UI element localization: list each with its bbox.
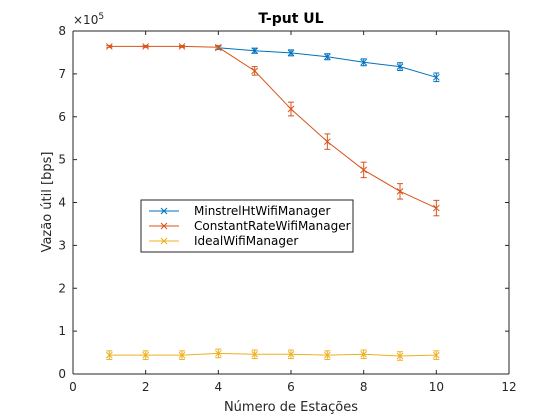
y-tick-label: 7 xyxy=(58,67,66,81)
y-exponent-power: 5 xyxy=(98,12,104,22)
data-point xyxy=(251,47,259,55)
data-point xyxy=(251,350,259,358)
x-tick-label: 12 xyxy=(501,380,516,394)
data-point xyxy=(178,43,186,50)
y-tick-label: 5 xyxy=(58,153,66,167)
series-layer xyxy=(105,43,440,361)
data-point xyxy=(287,350,295,358)
legend-marker xyxy=(160,237,168,245)
data-point xyxy=(287,49,295,57)
data-point xyxy=(396,187,404,195)
data-point xyxy=(178,351,186,359)
legend: MinstrelHtWifiManagerConstantRateWifiMan… xyxy=(140,199,354,253)
data-point xyxy=(323,351,331,359)
series-line xyxy=(109,352,437,357)
x-tick-label: 2 xyxy=(142,380,150,394)
x-tick-label: 4 xyxy=(215,380,223,394)
data-point xyxy=(214,350,222,357)
legend-marker xyxy=(160,207,168,215)
data-point xyxy=(323,138,331,145)
x-axis-title: Número de Estações xyxy=(224,400,358,415)
data-point xyxy=(142,351,150,359)
y-exponent-label: ×105 xyxy=(73,12,104,27)
x-tick-label: 6 xyxy=(287,380,295,394)
x-tick-label: 0 xyxy=(69,380,77,394)
y-tick-label: 8 xyxy=(58,24,66,38)
data-point xyxy=(142,43,150,50)
y-tick-label: 1 xyxy=(58,324,66,338)
series-line xyxy=(109,45,437,209)
y-tick-label: 6 xyxy=(58,110,66,124)
data-point xyxy=(360,350,368,358)
y-tick-label: 0 xyxy=(58,367,66,381)
y-tick-label: 4 xyxy=(58,196,66,210)
series-ConstantRateWifiManager xyxy=(105,43,440,217)
legend-label: ConstantRateWifiManager xyxy=(194,219,351,233)
legend-label: IdealWifiManager xyxy=(194,234,298,248)
data-point xyxy=(251,67,259,75)
y-axis-title: Vazão útil [bps] xyxy=(40,152,55,253)
legend-label: MinstrelHtWifiManager xyxy=(194,204,331,218)
data-point xyxy=(214,43,222,51)
data-point xyxy=(287,105,295,113)
chart-title: T-put UL xyxy=(258,11,323,27)
y-exponent-base: ×10 xyxy=(73,13,98,27)
x-tick-label: 8 xyxy=(360,380,368,394)
data-point xyxy=(105,351,113,359)
data-point xyxy=(396,352,404,360)
series-IdealWifiManager xyxy=(105,348,440,361)
data-point xyxy=(396,63,404,70)
data-point xyxy=(360,166,368,174)
data-point xyxy=(360,58,368,66)
data-point xyxy=(323,53,331,61)
y-tick-label: 2 xyxy=(58,281,66,295)
legend-marker xyxy=(160,222,168,230)
y-tick-label: 3 xyxy=(58,238,66,252)
x-tick-label: 10 xyxy=(429,380,444,394)
data-point xyxy=(432,73,440,81)
data-point xyxy=(432,204,440,212)
data-point xyxy=(432,351,440,359)
data-point xyxy=(105,43,113,50)
